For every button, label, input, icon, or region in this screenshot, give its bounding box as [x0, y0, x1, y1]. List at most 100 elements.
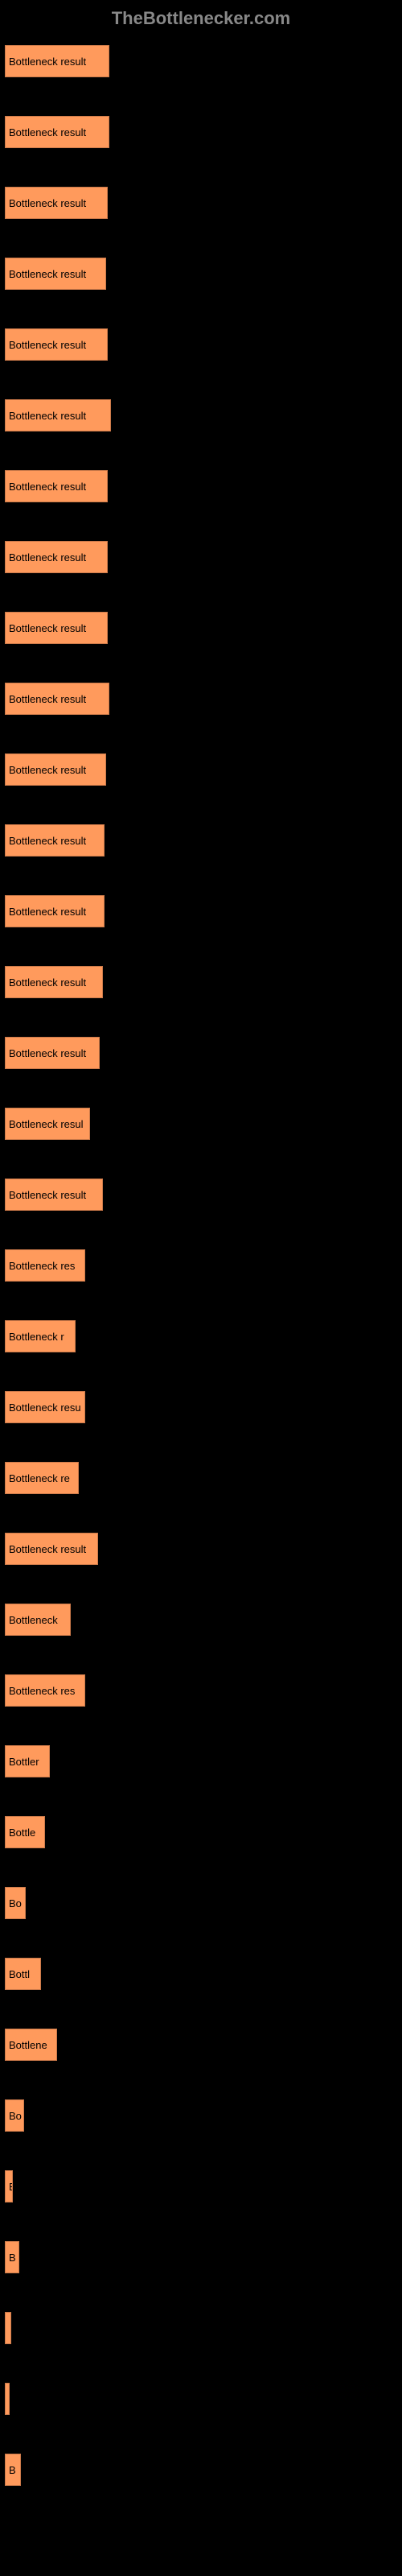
bar-row: Bottleneck result [5, 187, 402, 219]
bar-label: Bottleneck result [9, 906, 86, 918]
chart-bar: Bottleneck result [5, 753, 106, 786]
chart-bar [5, 2312, 11, 2344]
bar-row: Bottleneck result [5, 399, 402, 431]
bar-row: Bo [5, 2099, 402, 2132]
bar-row: Bottler [5, 1745, 402, 1777]
chart-bar: Bottleneck result [5, 187, 108, 219]
chart-bar: Bottleneck result [5, 258, 106, 290]
bar-row: Bottleneck result [5, 1179, 402, 1211]
bar-label: Bottleneck result [9, 1543, 86, 1555]
bar-row: Bottleneck result [5, 45, 402, 77]
bar-row: Bottleneck result [5, 328, 402, 361]
bar-label: Bottleneck result [9, 197, 86, 209]
bar-row [5, 2312, 402, 2344]
bar-label: Bottleneck result [9, 1189, 86, 1201]
bar-label: B [9, 2464, 16, 2476]
bar-row: Bottleneck res [5, 1249, 402, 1282]
chart-bar: Bottleneck re [5, 1462, 79, 1494]
bar-label: Bottleneck result [9, 410, 86, 422]
bar-row: B [5, 2170, 402, 2202]
chart-bar: Bottleneck resul [5, 1108, 90, 1140]
bar-label: B [9, 2252, 16, 2264]
bar-row: Bottleneck r [5, 1320, 402, 1352]
bar-row: Bottleneck result [5, 966, 402, 998]
bar-row: Bottleneck result [5, 895, 402, 927]
bar-row: Bottleneck result [5, 258, 402, 290]
bar-label: Bottleneck resul [9, 1118, 84, 1130]
chart-bar: Bottleneck result [5, 683, 109, 715]
bar-label: Bottleneck [9, 1614, 58, 1626]
bar-row: Bo [5, 1887, 402, 1919]
bar-label: Bottleneck result [9, 622, 86, 634]
chart-bar: Bottleneck result [5, 966, 103, 998]
bar-row: Bottl [5, 1958, 402, 1990]
chart-bar: Bottleneck result [5, 612, 108, 644]
site-header: TheBottlenecker.com [0, 8, 402, 29]
chart-bar: Bottleneck result [5, 824, 105, 857]
bar-label: Bottleneck res [9, 1685, 75, 1697]
chart-bar: B [5, 2241, 19, 2273]
chart-bar: Bottleneck result [5, 1037, 100, 1069]
bar-label: Bottleneck re [9, 1472, 70, 1484]
chart-bar: B [5, 2454, 21, 2486]
bar-row: Bottleneck result [5, 1533, 402, 1565]
chart-bar: Bottler [5, 1745, 50, 1777]
chart-bar: Bottl [5, 1958, 41, 1990]
bar-label: Bottleneck res [9, 1260, 75, 1272]
bar-label: Bottleneck result [9, 551, 86, 564]
chart-bar: Bottleneck result [5, 116, 109, 148]
chart-bar: Bottleneck res [5, 1249, 85, 1282]
bar-chart: Bottleneck result Bottleneck result Bottle… [0, 45, 402, 2486]
chart-bar: Bottleneck result [5, 470, 108, 502]
bar-row: Bottleneck [5, 1604, 402, 1636]
chart-bar: Bottleneck result [5, 45, 109, 77]
bar-label: Bottleneck result [9, 481, 86, 493]
bar-label: Bo [9, 1897, 22, 1909]
bar-row [5, 2383, 402, 2415]
bar-row: Bottleneck re [5, 1462, 402, 1494]
bar-row: Bottleneck res [5, 1674, 402, 1707]
bar-row: Bottleneck result [5, 541, 402, 573]
bar-label: Bottler [9, 1756, 39, 1768]
chart-bar: Bottleneck result [5, 1179, 103, 1211]
chart-bar: Bottleneck result [5, 1533, 98, 1565]
chart-bar: Bottle [5, 1816, 45, 1848]
bar-row: Bottleneck result [5, 612, 402, 644]
bar-label: Bottleneck result [9, 339, 86, 351]
chart-bar: Bottleneck result [5, 399, 111, 431]
chart-bar: Bottleneck result [5, 895, 105, 927]
chart-bar: Bottleneck r [5, 1320, 76, 1352]
bar-row: Bottleneck result [5, 116, 402, 148]
bar-label: Bottleneck result [9, 1047, 86, 1059]
bar-label: Bottlene [9, 2039, 47, 2051]
bar-row: Bottleneck result [5, 824, 402, 857]
bar-label: Bottleneck result [9, 764, 86, 776]
bar-row: Bottleneck result [5, 753, 402, 786]
bar-label: Bottleneck result [9, 693, 86, 705]
chart-bar: B [5, 2170, 13, 2202]
bar-row: B [5, 2454, 402, 2486]
bar-label: B [9, 2181, 13, 2193]
bar-label: Bottleneck r [9, 1331, 64, 1343]
bar-row: B [5, 2241, 402, 2273]
bar-label: Bottleneck result [9, 56, 86, 68]
bar-row: Bottle [5, 1816, 402, 1848]
bar-label: Bottl [9, 1968, 30, 1980]
chart-bar: Bottleneck result [5, 541, 108, 573]
chart-bar: Bottlene [5, 2029, 57, 2061]
bar-row: Bottleneck result [5, 683, 402, 715]
chart-bar: Bo [5, 1887, 26, 1919]
bar-label: Bottleneck resu [9, 1402, 81, 1414]
chart-bar: Bottleneck resu [5, 1391, 85, 1423]
bar-label: Bo [9, 2110, 22, 2122]
chart-bar [5, 2383, 10, 2415]
bar-label: Bottleneck result [9, 268, 86, 280]
chart-bar: Bo [5, 2099, 24, 2132]
bar-label: Bottle [9, 1827, 35, 1839]
chart-bar: Bottleneck res [5, 1674, 85, 1707]
bar-label: Bottleneck result [9, 126, 86, 138]
chart-bar: Bottleneck [5, 1604, 71, 1636]
bar-row: Bottleneck result [5, 1037, 402, 1069]
bar-row: Bottleneck resul [5, 1108, 402, 1140]
bar-label: Bottleneck result [9, 835, 86, 847]
